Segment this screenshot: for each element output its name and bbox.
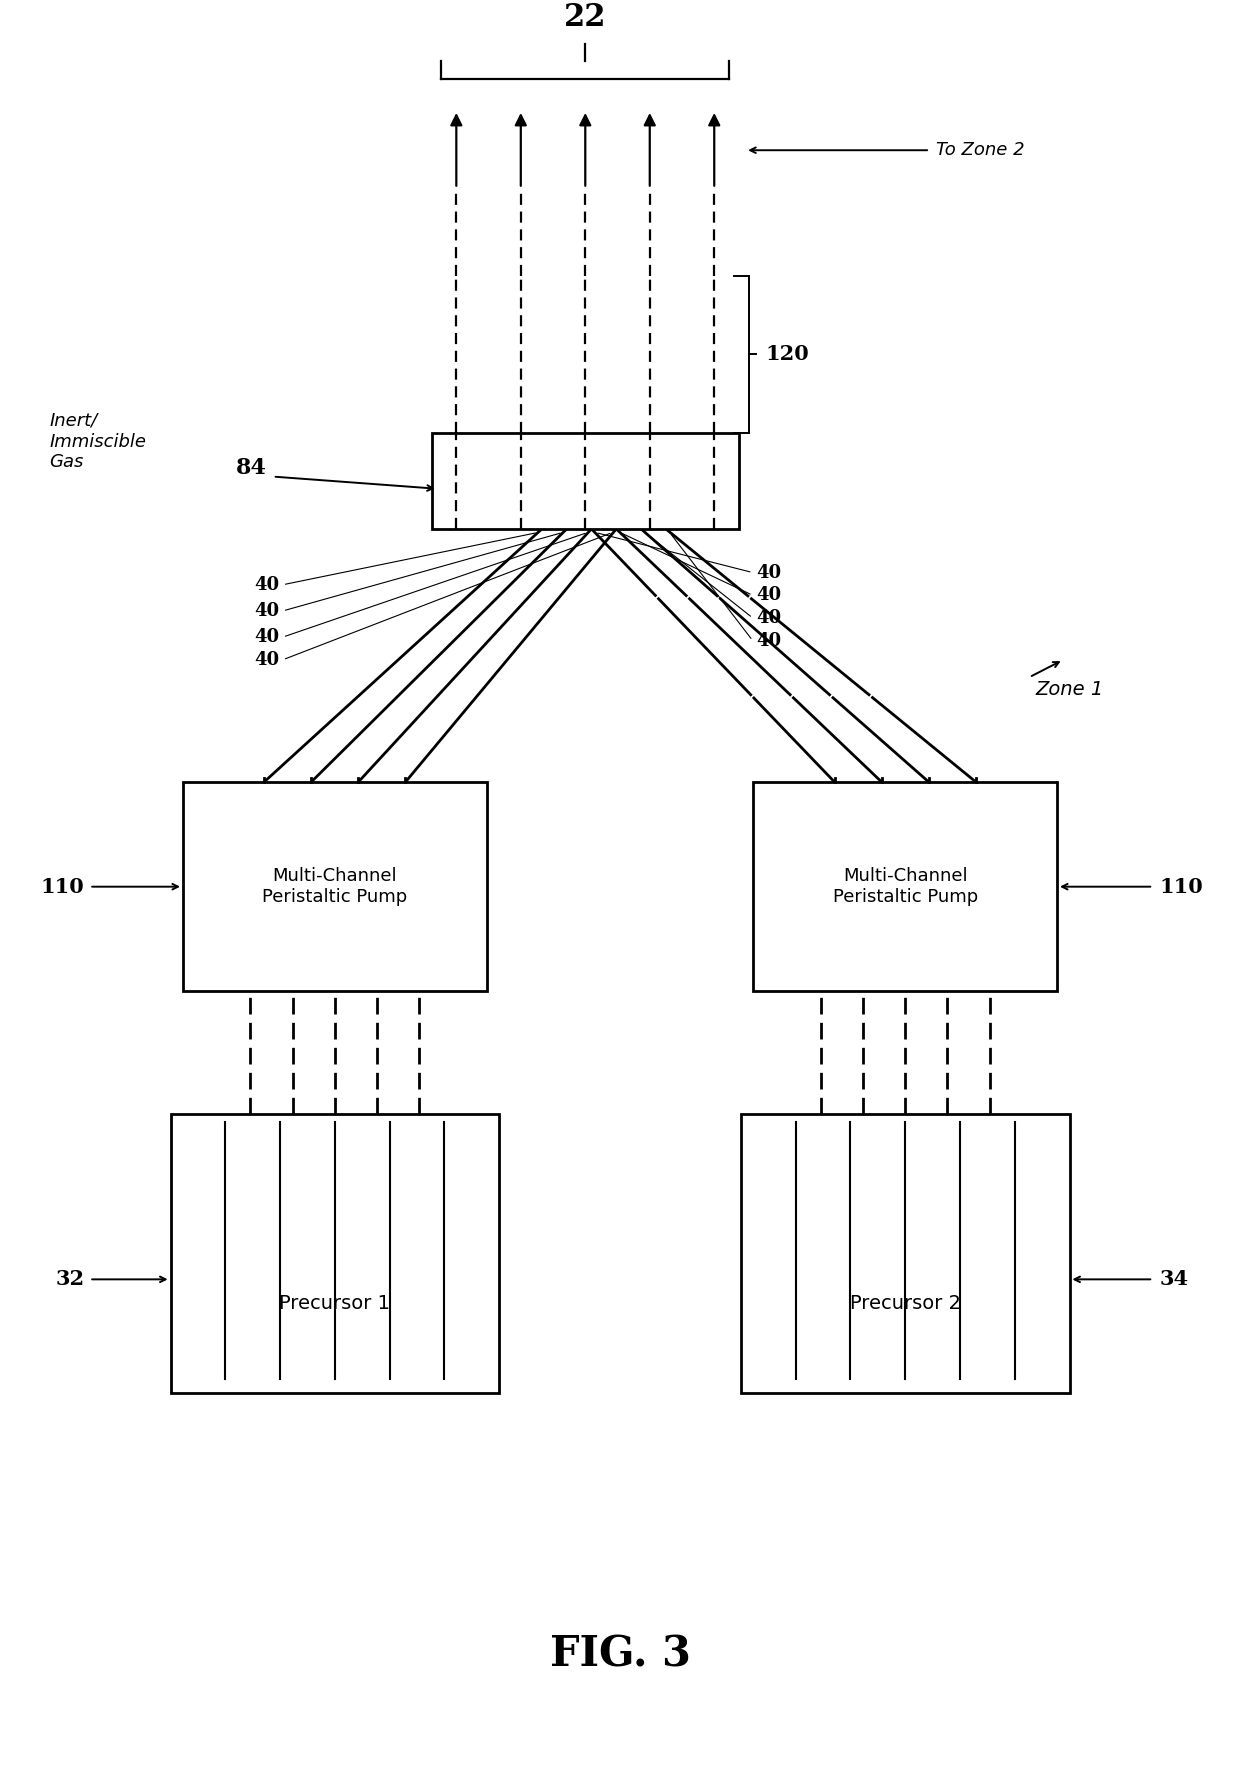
Text: 34: 34 <box>1159 1269 1188 1289</box>
Text: Precursor 1: Precursor 1 <box>279 1294 391 1314</box>
Text: 110: 110 <box>1159 877 1203 896</box>
Text: FIG. 3: FIG. 3 <box>549 1634 691 1676</box>
Bar <box>753 781 1056 992</box>
Bar <box>171 1114 498 1393</box>
Text: 110: 110 <box>41 877 84 896</box>
Text: 120: 120 <box>765 345 808 364</box>
Text: 40: 40 <box>756 564 781 582</box>
Text: 32: 32 <box>56 1269 84 1289</box>
Text: 22: 22 <box>564 2 606 34</box>
Text: 40: 40 <box>254 651 279 668</box>
Text: 40: 40 <box>254 628 279 645</box>
Text: Multi-Channel
Peristaltic Pump: Multi-Channel Peristaltic Pump <box>832 868 978 905</box>
Bar <box>740 1114 1069 1393</box>
Text: Precursor 2: Precursor 2 <box>849 1294 961 1314</box>
Text: Multi-Channel
Peristaltic Pump: Multi-Channel Peristaltic Pump <box>262 868 408 905</box>
Text: Zone 1: Zone 1 <box>1035 681 1104 698</box>
Text: 40: 40 <box>254 601 279 621</box>
Text: Inert/
Immiscible
Gas: Inert/ Immiscible Gas <box>50 412 146 472</box>
Text: 40: 40 <box>756 631 781 649</box>
Text: 84: 84 <box>236 456 267 479</box>
Text: 40: 40 <box>756 587 781 605</box>
Bar <box>184 781 486 992</box>
Bar <box>432 433 739 529</box>
Text: 40: 40 <box>254 576 279 594</box>
Text: To Zone 2: To Zone 2 <box>936 141 1024 159</box>
Text: 40: 40 <box>756 608 781 628</box>
